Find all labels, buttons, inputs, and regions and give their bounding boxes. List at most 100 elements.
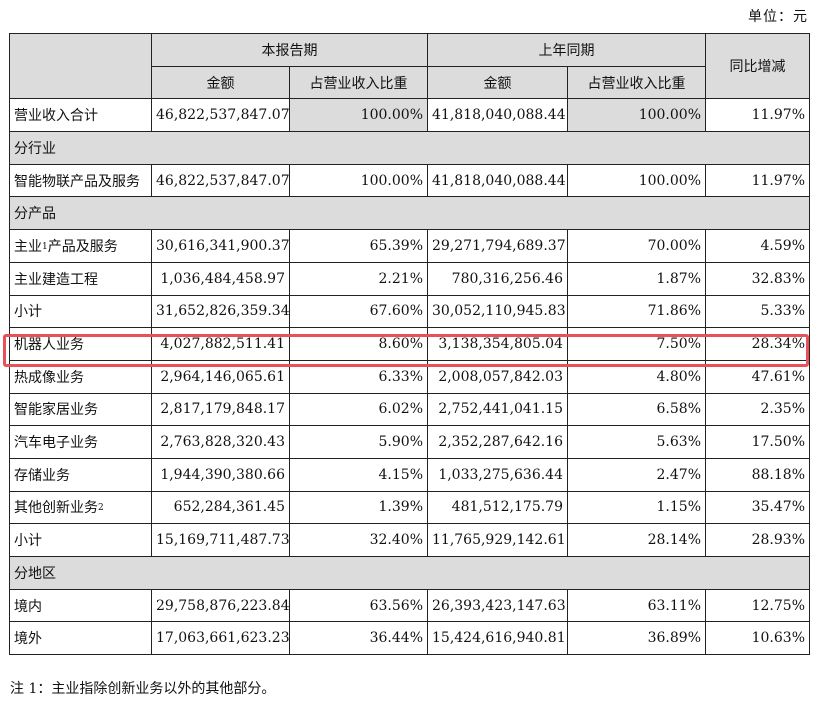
current-amount-cell: 4,027,882,511.41: [151, 327, 290, 361]
prior-amount-cell: 3,138,354,805.04: [427, 327, 568, 361]
header-prior-share: 占营业收入比重: [567, 65, 706, 100]
prior-amount-cell: 15,424,616,940.81: [427, 621, 568, 656]
current-share-cell: 6.02%: [289, 392, 428, 427]
table-row: 智能物联产品及服务 46,822,537,847.07 100.00% 41,818,…: [9, 163, 810, 198]
row-label: 存储业务: [9, 457, 152, 492]
section-row: 分行业: [9, 131, 810, 165]
prior-share-cell: 5.63%: [567, 425, 706, 459]
current-share-cell: 67.60%: [289, 294, 428, 329]
prior-share-cell: 100.00%: [567, 163, 706, 198]
prior-share-cell: 7.50%: [567, 327, 706, 361]
table-row: 汽车电子业务 2,763,828,320.43 5.90% 2,352,287,642…: [9, 425, 810, 459]
footnote-marker: 2: [98, 503, 104, 514]
current-share-cell: 1.39%: [289, 490, 428, 525]
current-amount-cell: 15,169,711,487.73: [151, 523, 290, 557]
prior-amount-cell: 29,271,794,689.37: [427, 229, 568, 263]
current-amount-cell: 1,944,390,380.66: [151, 457, 290, 492]
current-share-cell: 6.33%: [289, 359, 428, 394]
prior-share-cell: 1.15%: [567, 490, 706, 525]
current-amount-cell: 46,822,537,847.07: [151, 163, 290, 198]
table-row: 主业建造工程 1,036,484,458.97 2.21% 780,316,256.4…: [9, 261, 810, 296]
yoy-change-cell: 47.61%: [705, 359, 810, 394]
prior-amount-cell: 1,033,275,636.44: [427, 457, 568, 492]
yoy-change-cell: 5.33%: [705, 294, 810, 329]
prior-share-cell: 63.11%: [567, 588, 706, 623]
yoy-change-cell: 35.47%: [705, 490, 810, 525]
prior-amount-cell: 2,352,287,642.16: [427, 425, 568, 459]
header-corner-cell: [9, 32, 152, 100]
current-amount-cell: 2,964,146,065.61: [151, 359, 290, 394]
prior-amount-cell: 30,052,110,945.83: [427, 294, 568, 329]
table-row: 智能家居业务 2,817,179,848.17 6.02% 2,752,441,041…: [9, 392, 810, 427]
yoy-change-cell: 11.97%: [705, 98, 810, 133]
section-label: 分产品: [9, 196, 810, 231]
table-row: 存储业务 1,944,390,380.66 4.15% 1,033,275,636.4…: [9, 457, 810, 492]
yoy-change-cell: 2.35%: [705, 392, 810, 427]
yoy-change-cell: 28.34%: [705, 327, 810, 361]
header-current-share: 占营业收入比重: [289, 65, 428, 100]
section-row: 分地区: [9, 556, 810, 590]
row-label: 其他创新业务2: [9, 490, 152, 525]
prior-share-cell: 28.14%: [567, 523, 706, 557]
yoy-change-cell: 12.75%: [705, 588, 810, 623]
row-label: 主业建造工程: [9, 261, 152, 296]
table-row: 小计 15,169,711,487.73 32.40% 11,765,929,142.…: [9, 523, 810, 557]
current-share-cell: 36.44%: [289, 621, 428, 656]
yoy-change-cell: 4.59%: [705, 229, 810, 263]
prior-share-cell: 1.87%: [567, 261, 706, 296]
current-amount-cell: 652,284,361.45: [151, 490, 290, 525]
header-prior-amount: 金额: [427, 65, 568, 100]
footnote: 注 1：主业指除创新业务以外的其他部分。: [10, 681, 276, 697]
row-label: 境外: [9, 621, 152, 656]
table-body: 营业收入合计 46,822,537,847.07 100.00% 41,818,040…: [9, 98, 810, 656]
yoy-change-cell: 32.83%: [705, 261, 810, 296]
current-amount-cell: 2,763,828,320.43: [151, 425, 290, 459]
row-label: 小计: [9, 294, 152, 329]
current-share-cell: 5.90%: [289, 425, 428, 459]
unit-label: 单位：元: [748, 9, 808, 25]
section-row: 分产品: [9, 196, 810, 231]
prior-amount-cell: 41,818,040,088.44: [427, 163, 568, 198]
current-amount-cell: 31,652,826,359.34: [151, 294, 290, 329]
section-label: 分地区: [9, 556, 810, 590]
table-row: 其他创新业务2 652,284,361.45 1.39% 481,512,175.79…: [9, 490, 810, 525]
row-label: 机器人业务: [9, 327, 152, 361]
current-amount-cell: 46,822,537,847.07: [151, 98, 290, 133]
current-amount-cell: 30,616,341,900.37: [151, 229, 290, 263]
table-row: 小计 31,652,826,359.34 67.60% 30,052,110,945.…: [9, 294, 810, 329]
prior-amount-cell: 780,316,256.46: [427, 261, 568, 296]
current-share-cell: 100.00%: [289, 163, 428, 198]
prior-share-cell: 36.89%: [567, 621, 706, 656]
header-prior-period: 上年同期: [427, 33, 706, 67]
current-amount-cell: 1,036,484,458.97: [151, 261, 290, 296]
prior-amount-cell: 2,008,057,842.03: [427, 359, 568, 394]
table-row: 机器人业务 4,027,882,511.41 8.60% 3,138,354,805.…: [9, 327, 810, 361]
current-share-cell: 4.15%: [289, 457, 428, 492]
section-label: 分行业: [9, 131, 810, 165]
current-share-cell: 2.21%: [289, 261, 428, 296]
prior-amount-cell: 2,752,441,041.15: [427, 392, 568, 427]
yoy-change-cell: 17.50%: [705, 425, 810, 459]
prior-share-cell: 100.00%: [567, 98, 706, 133]
current-amount-cell: 2,817,179,848.17: [151, 392, 290, 427]
yoy-change-cell: 10.63%: [705, 621, 810, 656]
prior-amount-cell: 11,765,929,142.61: [427, 523, 568, 557]
header-current-amount: 金额: [151, 65, 290, 100]
table-row: 境内 29,758,876,223.84 63.56% 26,393,423,147.…: [9, 588, 810, 623]
row-label: 汽车电子业务: [9, 425, 152, 459]
current-share-cell: 100.00%: [289, 98, 428, 133]
table-row: 境外 17,063,661,623.23 36.44% 15,424,616,940.…: [9, 621, 810, 656]
footnote-marker: 1: [42, 241, 48, 252]
yoy-change-cell: 28.93%: [705, 523, 810, 557]
prior-share-cell: 71.86%: [567, 294, 706, 329]
current-amount-cell: 17,063,661,623.23: [151, 621, 290, 656]
row-label: 热成像业务: [9, 359, 152, 394]
row-label: 境内: [9, 588, 152, 623]
prior-amount-cell: 481,512,175.79: [427, 490, 568, 525]
row-label: 主业1产品及服务: [9, 229, 152, 263]
current-share-cell: 8.60%: [289, 327, 428, 361]
current-share-cell: 63.56%: [289, 588, 428, 623]
prior-share-cell: 2.47%: [567, 457, 706, 492]
prior-amount-cell: 41,818,040,088.44: [427, 98, 568, 133]
row-label: 智能家居业务: [9, 392, 152, 427]
